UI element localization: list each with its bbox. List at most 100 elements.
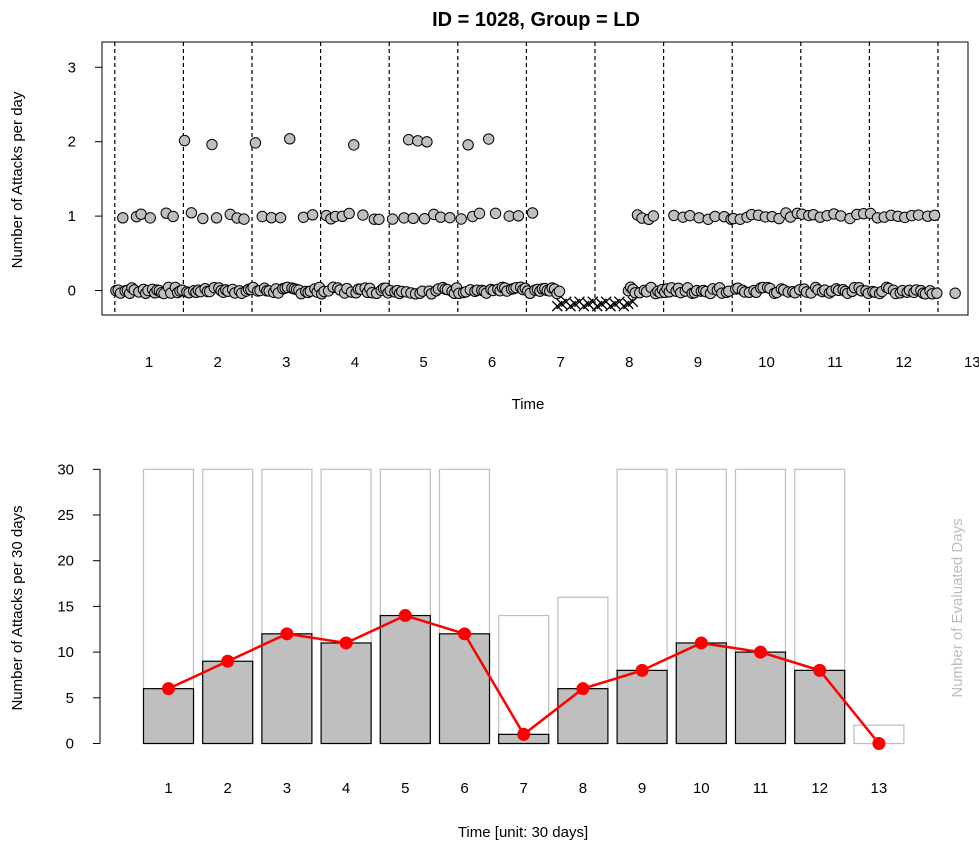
daily-attack-point (647, 210, 660, 222)
missing-marker-stroke (627, 296, 639, 308)
x-tick-label: 6 (488, 354, 496, 371)
x-tick-label: 4 (342, 780, 350, 797)
daily-attack-point (421, 136, 433, 148)
attack-count-bar (379, 614, 431, 745)
x-tick-label: 5 (401, 780, 409, 797)
bottom-x-axis-label: Time [unit: 30 days] (458, 824, 588, 841)
daily-attack-point (512, 210, 525, 222)
attack-count-bar (142, 688, 195, 745)
attack-trend-point (872, 737, 886, 750)
daily-attack-point (167, 210, 179, 223)
attack-count-bar (202, 660, 254, 745)
y-tick-label: 25 (57, 507, 74, 524)
x-tick-label: 8 (579, 780, 587, 797)
daily-attacks-panel: ID = 1028, Group = LD Number of Attacks … (9, 9, 979, 413)
top-plot-frame (101, 41, 969, 316)
missing-day-markers (551, 296, 639, 312)
y-tick-label: 3 (68, 59, 76, 76)
daily-attack-point (249, 137, 262, 149)
attack-count-bar (261, 633, 313, 745)
x-tick-label: 11 (753, 780, 769, 797)
daily-attack-point (357, 209, 369, 221)
y-tick-label: 0 (66, 736, 74, 753)
x-tick-label: 12 (811, 780, 828, 797)
attack-trend-point (694, 636, 708, 650)
daily-attack-point (373, 213, 385, 226)
daily-attack-point (178, 134, 191, 147)
y-tick-label: 2 (68, 134, 76, 151)
evaluated-days-bar (498, 614, 550, 745)
daily-attack-point (949, 287, 961, 299)
attack-trend-point (754, 645, 767, 659)
daily-attack-point (343, 207, 355, 220)
x-tick-label: 12 (895, 354, 912, 371)
attack-trend-point (635, 663, 649, 677)
attack-count-bar (320, 642, 372, 745)
daily-attack-point (274, 211, 287, 224)
attack-trend-point (339, 636, 353, 650)
daily-attack-point (553, 285, 566, 298)
daily-attack-point (931, 287, 943, 299)
bottom-y2-axis-label: Number of Evaluated Days (949, 518, 966, 697)
daily-attack-point (238, 213, 250, 225)
x-tick-label: 7 (520, 780, 528, 797)
evaluated-days-bars (142, 468, 905, 745)
x-tick-label: 1 (164, 780, 172, 797)
x-tick-label: 9 (694, 354, 702, 371)
daily-attack-point (693, 212, 705, 224)
attack-trend-point (398, 609, 412, 623)
daily-attack-point (386, 213, 399, 225)
x-tick-label: 2 (224, 780, 232, 797)
attack-count-bar (557, 688, 609, 745)
y-tick-label: 5 (66, 690, 74, 707)
daily-attack-point (210, 212, 223, 224)
y-tick-label: 15 (57, 598, 74, 615)
x-tick-label: 13 (964, 354, 979, 371)
daily-attack-point (418, 213, 431, 225)
daily-attack-point (197, 212, 209, 225)
attack-trend-point (458, 627, 471, 641)
x-tick-label: 3 (283, 780, 291, 797)
x-tick-label: 10 (758, 354, 775, 371)
attack-trend-line (162, 609, 886, 750)
x-tick-label: 13 (871, 780, 888, 797)
daily-attack-point (489, 207, 502, 220)
daily-attack-points (110, 133, 961, 300)
x-tick-label: 9 (638, 780, 646, 797)
monthly-attacks-panel: Number of Attacks per 30 days Number of … (9, 461, 966, 841)
daily-attack-point (684, 209, 696, 222)
attack-trend-point (517, 727, 531, 741)
attack-count-bar (794, 669, 846, 745)
top-chart-title: ID = 1028, Group = LD (432, 9, 640, 31)
bottom-y-axis-label: Number of Attacks per 30 days (9, 505, 26, 710)
top-x-tick-labels: 1 2 3 4 5 6 7 8 9 10 11 12 13 (145, 354, 979, 371)
x-tick-label: 2 (214, 354, 222, 371)
daily-attack-point (482, 133, 495, 145)
daily-attack-point (668, 209, 680, 222)
daily-attack-point (117, 212, 129, 224)
bottom-x-tick-labels: 1 2 3 4 5 6 7 8 9 10 11 12 13 (164, 780, 887, 797)
attack-trend-point (280, 627, 294, 641)
daily-attack-point (185, 207, 198, 219)
daily-attack-point (462, 139, 474, 151)
x-tick-label: 11 (827, 354, 843, 371)
attack-trend-point (813, 663, 827, 677)
attack-count-bar (616, 669, 668, 745)
missing-day-marker (627, 296, 639, 308)
top-y-axis-label: Number of Attacks per day (9, 91, 26, 268)
y-tick-label: 20 (57, 553, 74, 570)
top-y-axis: 0 1 2 3 (68, 59, 102, 300)
attack-count-bar (438, 633, 491, 745)
x-tick-label: 6 (460, 780, 468, 797)
x-tick-label: 7 (557, 354, 565, 371)
top-x-axis-label: Time (512, 396, 545, 413)
x-tick-label: 10 (693, 780, 710, 797)
daily-attack-point (473, 207, 486, 220)
daily-attack-point (455, 213, 467, 225)
daily-attack-point (144, 212, 156, 224)
attack-trend-point (576, 682, 590, 696)
daily-attack-point (526, 207, 539, 219)
y-tick-label: 10 (57, 644, 74, 661)
x-tick-label: 8 (625, 354, 633, 371)
x-tick-label: 1 (145, 354, 153, 371)
